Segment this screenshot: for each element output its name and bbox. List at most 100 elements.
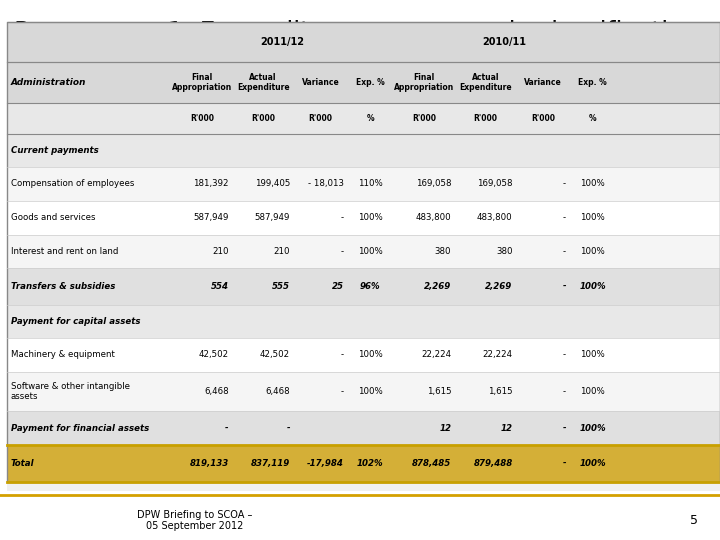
Text: Payment for financial assets: Payment for financial assets [11,424,149,433]
Text: %: % [589,114,597,123]
Text: Machinery & equipment: Machinery & equipment [11,350,114,360]
Text: 1,615: 1,615 [488,387,513,396]
Bar [7,103,720,134]
Text: -: - [562,424,566,433]
Text: 169,058: 169,058 [477,179,513,188]
Text: 100%: 100% [580,350,605,360]
Text: Compensation of employees: Compensation of employees [11,179,134,188]
Text: 483,800: 483,800 [477,213,513,222]
Text: -: - [563,247,566,256]
Text: 2011/12: 2011/12 [261,37,305,47]
Bar [7,305,720,338]
Text: R'000: R'000 [474,114,498,123]
Text: 380: 380 [496,247,513,256]
Text: Variance: Variance [302,78,339,87]
Bar [7,372,720,411]
Bar [7,134,720,167]
Text: 5: 5 [690,514,698,527]
Text: 181,392: 181,392 [194,179,229,188]
Text: 879,488: 879,488 [473,459,513,468]
Text: Payment for capital assets: Payment for capital assets [11,317,140,326]
Text: 100%: 100% [580,424,606,433]
Text: 100%: 100% [358,350,383,360]
Text: 100%: 100% [580,213,605,222]
Text: Transfers & subsidies: Transfers & subsidies [11,282,115,291]
Text: 380: 380 [435,247,451,256]
Text: 100%: 100% [358,387,383,396]
Text: Software & other intangible
assets: Software & other intangible assets [11,382,130,401]
Text: 100%: 100% [580,387,605,396]
Text: 100%: 100% [580,459,606,468]
Text: 210: 210 [274,247,290,256]
Text: 100%: 100% [580,179,605,188]
Text: Total: Total [11,459,35,468]
Text: 22,224: 22,224 [421,350,451,360]
Text: 878,485: 878,485 [412,459,451,468]
Bar [7,234,720,268]
Text: Exp. %: Exp. % [356,78,384,87]
Text: -: - [341,213,343,222]
Text: R'000: R'000 [308,114,333,123]
Bar [7,22,720,62]
Text: 12: 12 [439,424,451,433]
Text: Final
Appropriation: Final Appropriation [394,73,454,92]
Text: 819,133: 819,133 [189,459,229,468]
Text: 554: 554 [211,282,229,291]
Text: R'000: R'000 [412,114,436,123]
Text: Interest and rent on land: Interest and rent on land [11,247,118,256]
Text: 102%: 102% [357,459,384,468]
Text: -: - [341,387,343,396]
Bar [7,167,720,201]
Bar [7,268,720,305]
Text: -: - [563,213,566,222]
Text: Final
Appropriation: Final Appropriation [171,73,232,92]
Text: R'000: R'000 [251,114,275,123]
Text: 587,949: 587,949 [255,213,290,222]
Text: - 18,013: - 18,013 [307,179,343,188]
Text: 100%: 100% [358,247,383,256]
Text: -: - [562,459,566,468]
Bar [7,338,720,372]
Text: 169,058: 169,058 [415,179,451,188]
Text: Exp. %: Exp. % [578,78,607,87]
Text: Administration: Administration [11,78,86,87]
Text: DPW Briefing to SCOA –
05 September 2012: DPW Briefing to SCOA – 05 September 2012 [137,510,252,531]
Text: 555: 555 [272,282,290,291]
Text: 2,269: 2,269 [485,282,513,291]
Text: -: - [563,387,566,396]
Text: -17,984: -17,984 [307,459,343,468]
Text: 2,269: 2,269 [424,282,451,291]
Text: 96%: 96% [360,282,381,291]
Bar [7,62,720,103]
Text: -: - [287,424,290,433]
Text: 6,468: 6,468 [204,387,229,396]
Text: -: - [225,424,229,433]
Text: Actual
Expenditure: Actual Expenditure [237,73,289,92]
Text: 100%: 100% [580,247,605,256]
Text: 210: 210 [212,247,229,256]
Text: 837,119: 837,119 [251,459,290,468]
Text: -: - [563,350,566,360]
Bar [7,411,720,446]
Text: 12: 12 [500,424,513,433]
Bar [7,446,720,482]
Text: R'000: R'000 [190,114,214,123]
Text: Goods and services: Goods and services [11,213,95,222]
Text: Variance: Variance [524,78,562,87]
Text: %: % [366,114,374,123]
Text: 22,224: 22,224 [482,350,513,360]
Text: 199,405: 199,405 [255,179,290,188]
Text: 6,468: 6,468 [266,387,290,396]
Text: -: - [562,282,566,291]
Text: 42,502: 42,502 [260,350,290,360]
Text: Programme 1: Expenditure per economic classification: Programme 1: Expenditure per economic cl… [14,19,700,44]
Text: 25: 25 [332,282,343,291]
Text: R'000: R'000 [531,114,555,123]
Text: 100%: 100% [358,213,383,222]
Text: Current payments: Current payments [11,146,99,155]
Text: -: - [341,350,343,360]
Bar [7,201,720,234]
Text: -: - [563,179,566,188]
Text: 100%: 100% [580,282,606,291]
Text: 42,502: 42,502 [199,350,229,360]
